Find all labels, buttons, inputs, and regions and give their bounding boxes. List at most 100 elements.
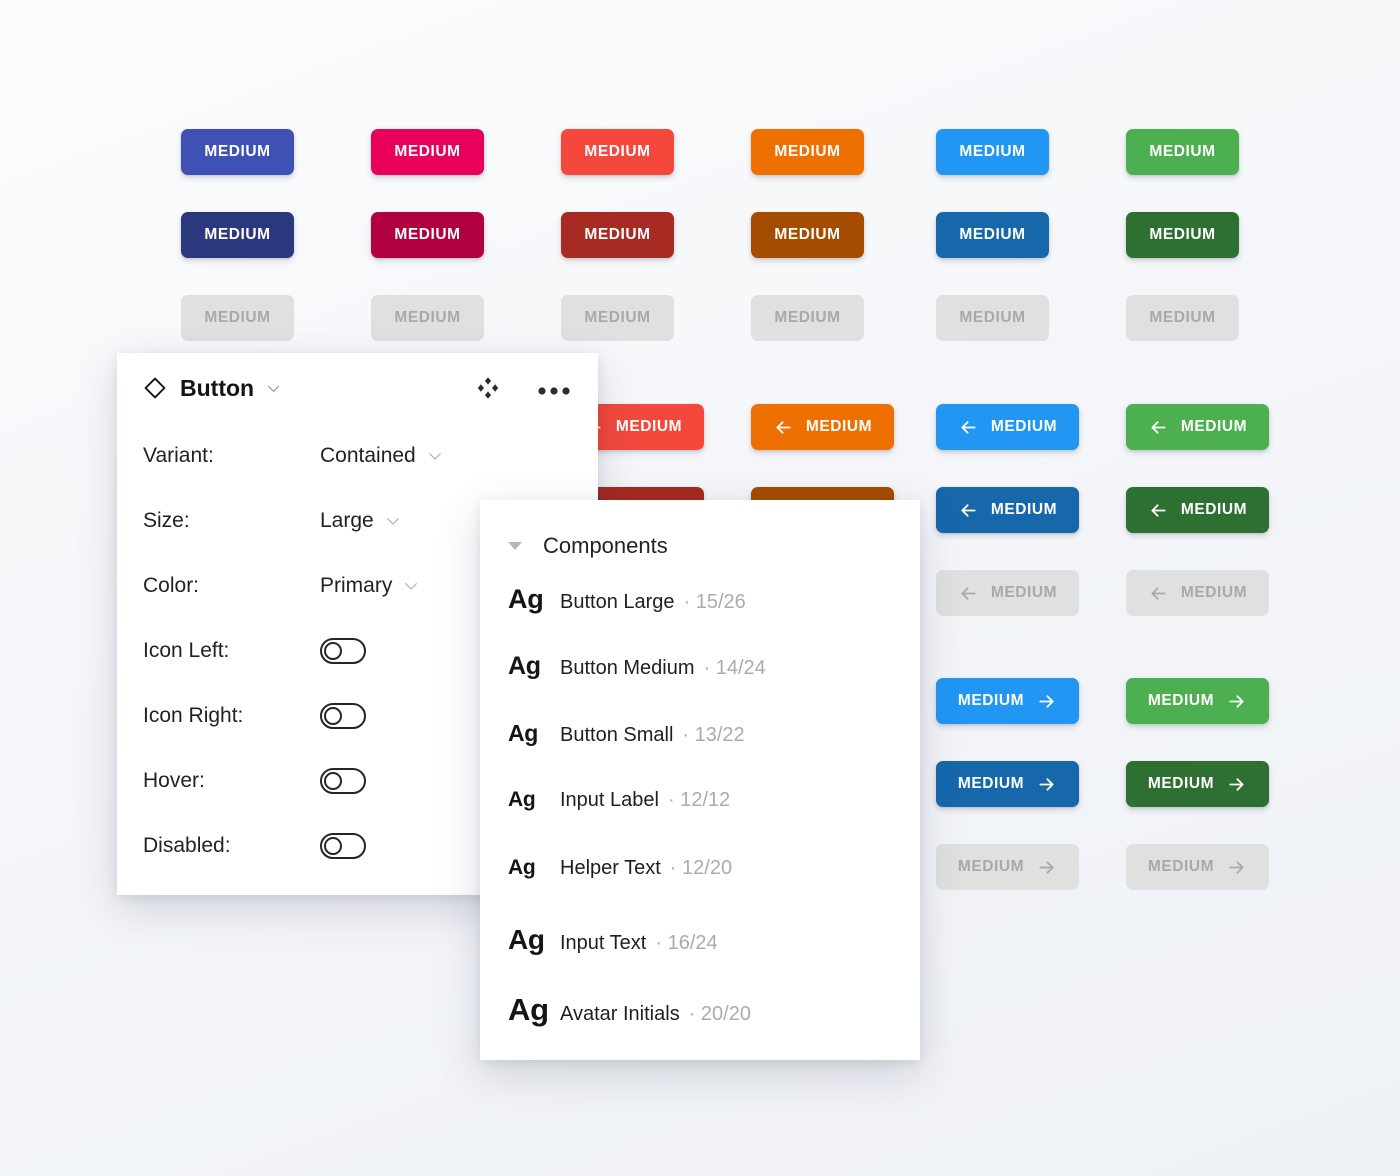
toggle-disabled[interactable] bbox=[320, 832, 366, 859]
button-orange-plain-default[interactable]: MEDIUM bbox=[751, 129, 864, 175]
button-label: MEDIUM bbox=[959, 309, 1026, 326]
type-sample-glyph: Ag bbox=[508, 992, 549, 1027]
component-name: Avatar Initials bbox=[560, 1003, 680, 1025]
button-green-icon-left-disabled: MEDIUM bbox=[1126, 570, 1269, 616]
toggle-icon-right[interactable] bbox=[320, 702, 366, 729]
button-green-icon-right-default[interactable]: MEDIUM bbox=[1126, 678, 1269, 724]
button-pink-plain-default[interactable]: MEDIUM bbox=[371, 129, 484, 175]
select-value: Contained bbox=[320, 443, 416, 467]
arrow-right-icon bbox=[1036, 691, 1057, 712]
button-blue-plain-default[interactable]: MEDIUM bbox=[936, 129, 1049, 175]
toggle-knob bbox=[324, 771, 342, 790]
toggle-knob bbox=[324, 641, 342, 660]
more-horizontal-icon[interactable] bbox=[538, 383, 570, 395]
component-type-scale: · 12/12 bbox=[667, 789, 731, 811]
button-green-icon-left-hover[interactable]: MEDIUM bbox=[1126, 487, 1269, 533]
chevron-down-icon bbox=[384, 512, 402, 530]
button-label: MEDIUM bbox=[1147, 775, 1215, 792]
properties-rows: Variant: Contained Size: Large Color: Primary… bbox=[117, 423, 598, 878]
component-name: Button Small bbox=[560, 724, 674, 746]
button-label: MEDIUM bbox=[1147, 692, 1215, 709]
button-label: MEDIUM bbox=[204, 226, 271, 243]
property-row-size: Size: Large bbox=[117, 488, 598, 553]
button-pink-plain-hover[interactable]: MEDIUM bbox=[371, 212, 484, 258]
button-green-plain-default[interactable]: MEDIUM bbox=[1126, 129, 1239, 175]
arrow-left-icon bbox=[1148, 500, 1169, 521]
component-list-item[interactable]: Ag Input Text · 16/24 bbox=[480, 924, 920, 992]
button-label: MEDIUM bbox=[957, 692, 1025, 709]
select-variant[interactable]: Contained bbox=[320, 444, 444, 468]
property-row-hover: Hover: bbox=[117, 748, 598, 813]
toggle-hover[interactable] bbox=[320, 767, 366, 794]
type-sample-glyph: Ag bbox=[508, 584, 544, 614]
components-panel-header[interactable]: Components bbox=[480, 508, 920, 584]
button-label: MEDIUM bbox=[959, 226, 1026, 243]
component-type-scale: · 20/20 bbox=[688, 1003, 751, 1025]
button-label: MEDIUM bbox=[204, 143, 271, 160]
property-label: Color: bbox=[143, 573, 200, 597]
button-red-plain-hover[interactable]: MEDIUM bbox=[561, 212, 674, 258]
component-list-item[interactable]: Ag Input Label · 12/12 bbox=[480, 788, 920, 856]
type-sample-glyph: Ag bbox=[508, 788, 536, 811]
button-blue-icon-right-hover[interactable]: MEDIUM bbox=[936, 761, 1079, 807]
button-label: MEDIUM bbox=[990, 584, 1058, 601]
button-orange-icon-left-default[interactable]: MEDIUM bbox=[751, 404, 894, 450]
component-list-item[interactable]: Ag Helper Text · 12/20 bbox=[480, 856, 920, 924]
button-label: MEDIUM bbox=[584, 226, 651, 243]
four-diamond-icon[interactable] bbox=[476, 376, 500, 400]
button-blue-icon-left-hover[interactable]: MEDIUM bbox=[936, 487, 1079, 533]
select-value: Primary bbox=[320, 573, 393, 597]
button-indigo-plain-hover[interactable]: MEDIUM bbox=[181, 212, 294, 258]
button-label: MEDIUM bbox=[774, 143, 841, 160]
button-label: MEDIUM bbox=[1180, 584, 1248, 601]
button-label: MEDIUM bbox=[1149, 309, 1216, 326]
button-label: MEDIUM bbox=[1180, 501, 1248, 518]
button-label: MEDIUM bbox=[959, 143, 1026, 160]
property-label: Icon Right: bbox=[143, 703, 244, 727]
arrow-left-icon bbox=[1148, 417, 1169, 438]
button-label: MEDIUM bbox=[990, 418, 1058, 435]
caret-down-icon[interactable] bbox=[508, 542, 522, 550]
select-color[interactable]: Primary bbox=[320, 574, 420, 598]
toggle-knob bbox=[324, 706, 342, 725]
button-red-plain-disabled: MEDIUM bbox=[561, 295, 674, 341]
property-row-icon-left: Icon Left: bbox=[117, 618, 598, 683]
button-green-icon-right-hover[interactable]: MEDIUM bbox=[1126, 761, 1269, 807]
component-type-scale: · 13/22 bbox=[682, 724, 745, 746]
component-type-scale: · 12/20 bbox=[669, 857, 733, 879]
component-list-item[interactable]: Ag Button Medium · 14/24 bbox=[480, 652, 920, 720]
property-row-disabled: Disabled: bbox=[117, 813, 598, 878]
component-list-item[interactable]: Ag Button Large · 15/26 bbox=[480, 584, 920, 652]
button-green-icon-left-default[interactable]: MEDIUM bbox=[1126, 404, 1269, 450]
button-blue-icon-right-default[interactable]: MEDIUM bbox=[936, 678, 1079, 724]
component-name: Button Medium bbox=[560, 657, 695, 679]
button-red-plain-default[interactable]: MEDIUM bbox=[561, 129, 674, 175]
chevron-down-icon bbox=[426, 447, 444, 465]
toggle-icon-left[interactable] bbox=[320, 637, 366, 664]
property-row-variant: Variant: Contained bbox=[117, 423, 598, 488]
button-label: MEDIUM bbox=[990, 501, 1058, 518]
button-label: MEDIUM bbox=[774, 226, 841, 243]
button-label: MEDIUM bbox=[584, 143, 651, 160]
button-label: MEDIUM bbox=[584, 309, 651, 326]
property-row-icon-right: Icon Right: bbox=[117, 683, 598, 748]
property-row-color: Color: Primary bbox=[117, 553, 598, 618]
button-green-plain-hover[interactable]: MEDIUM bbox=[1126, 212, 1239, 258]
button-blue-plain-hover[interactable]: MEDIUM bbox=[936, 212, 1049, 258]
arrow-right-icon bbox=[1226, 774, 1247, 795]
select-size[interactable]: Large bbox=[320, 509, 402, 533]
component-type-scale: · 16/24 bbox=[655, 932, 718, 954]
component-list-item[interactable]: Ag Button Small · 13/22 bbox=[480, 720, 920, 788]
select-value: Large bbox=[320, 508, 374, 532]
button-label: MEDIUM bbox=[394, 143, 461, 160]
property-label: Disabled: bbox=[143, 833, 231, 857]
button-orange-plain-hover[interactable]: MEDIUM bbox=[751, 212, 864, 258]
button-label: MEDIUM bbox=[394, 309, 461, 326]
type-sample-glyph: Ag bbox=[508, 652, 541, 680]
arrow-right-icon bbox=[1036, 857, 1057, 878]
button-indigo-plain-default[interactable]: MEDIUM bbox=[181, 129, 294, 175]
chevron-down-icon[interactable] bbox=[265, 380, 282, 397]
component-type-scale: · 14/24 bbox=[703, 657, 766, 679]
button-blue-icon-left-default[interactable]: MEDIUM bbox=[936, 404, 1079, 450]
component-list-item[interactable]: Ag Avatar Initials · 20/20 bbox=[480, 992, 920, 1060]
